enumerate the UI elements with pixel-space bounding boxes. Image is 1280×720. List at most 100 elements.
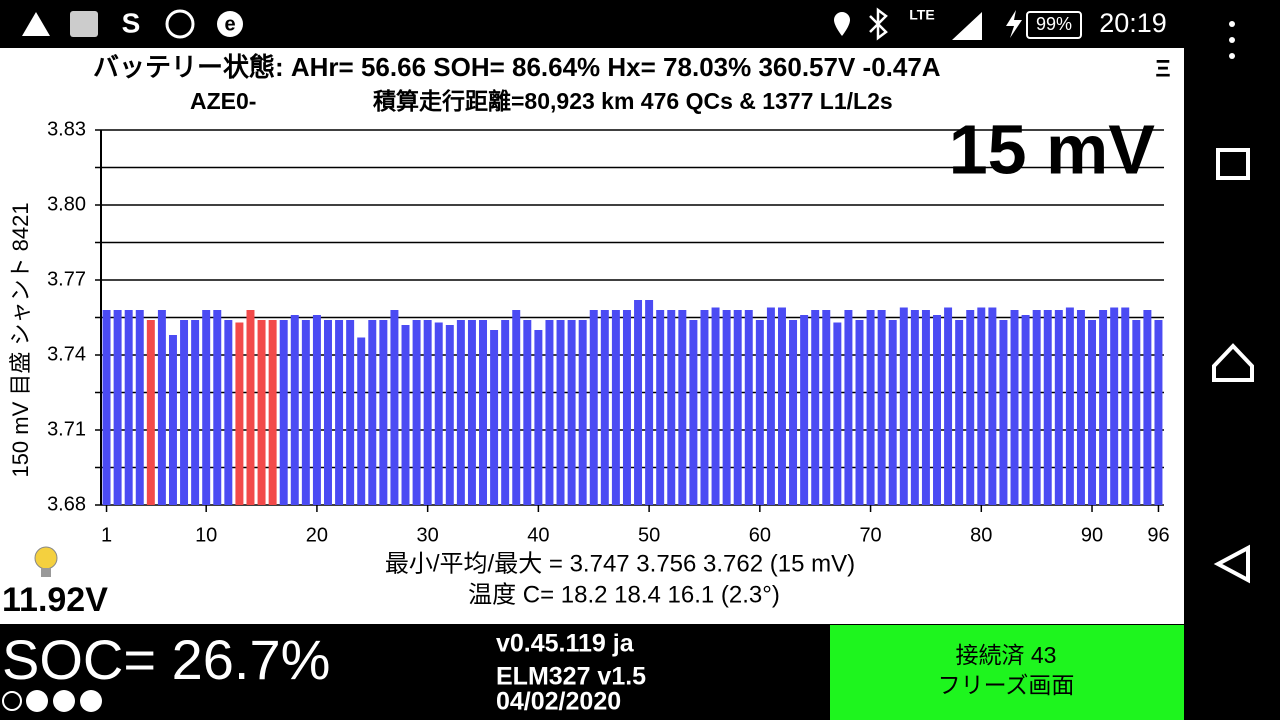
recents-button[interactable]: [1216, 148, 1250, 180]
bar: [512, 310, 521, 505]
model: AZE0-: [190, 88, 256, 114]
bar: [1121, 307, 1130, 505]
bar: [1032, 310, 1041, 505]
warning-icon: [22, 12, 50, 36]
bulb-glass: [34, 546, 58, 570]
bar: [944, 307, 953, 505]
bar: [722, 310, 731, 505]
bar: [877, 310, 886, 505]
bar: [744, 310, 753, 505]
adapter-version: ELM327 v1.5: [496, 663, 646, 691]
bar: [1143, 310, 1152, 505]
y-tick-label: 3.71: [47, 418, 86, 440]
bar: [988, 307, 997, 505]
dot: [53, 690, 75, 712]
bar: [279, 320, 288, 505]
y-axis-label: 150 mV 目盛 シャント 8421: [8, 202, 33, 477]
bar: [168, 335, 177, 505]
menu-button[interactable]: Ξ: [1155, 55, 1170, 82]
bar: [955, 320, 964, 505]
bar: [490, 330, 499, 505]
notification-icons: S: [22, 7, 1235, 59]
bar: [257, 320, 266, 505]
home-button[interactable]: [1212, 343, 1254, 382]
overflow-dot[interactable]: [1229, 53, 1235, 59]
connection-panel[interactable]: [830, 625, 1184, 720]
bar: [1099, 310, 1108, 505]
bar: [800, 315, 809, 505]
bar: [301, 320, 310, 505]
bar: [390, 310, 399, 505]
bar: [412, 320, 421, 505]
bulb-icon: [34, 546, 58, 577]
bar: [833, 322, 842, 505]
x-tick-label: 70: [859, 524, 881, 546]
bar: [113, 310, 122, 505]
location-icon: [834, 12, 850, 36]
bar: [645, 300, 654, 505]
dot: [2, 691, 22, 711]
bar: [567, 320, 576, 505]
bar: [157, 310, 166, 505]
bar: [966, 310, 975, 505]
bar: [667, 310, 676, 505]
app-version: v0.45.119 ja: [496, 630, 635, 658]
bar: [888, 320, 897, 505]
bar: [910, 310, 919, 505]
bar: [634, 300, 643, 505]
bar: [335, 320, 344, 505]
back-button[interactable]: [1213, 544, 1250, 584]
bar: [611, 310, 620, 505]
bar: [1132, 320, 1141, 505]
bar: [622, 310, 631, 505]
voltage-stats: 最小/平均/最大 = 3.747 3.756 3.762 (15 mV): [385, 550, 855, 577]
bar: [445, 325, 454, 505]
bar: [678, 310, 687, 505]
film-icon: [165, 9, 195, 39]
bar: [789, 320, 798, 505]
bar: [501, 320, 510, 505]
x-tick-label: 40: [527, 524, 549, 546]
x-tick-label: 20: [306, 524, 328, 546]
x-tick-label: 10: [195, 524, 217, 546]
bar: [246, 310, 255, 505]
battery-state: バッテリー状態: AHr= 56.66 SOH= 86.64% Hx= 78.0…: [93, 52, 941, 82]
bar: [689, 320, 698, 505]
charge-dots: [2, 690, 102, 712]
x-tick-label: 1: [101, 524, 112, 546]
y-tick-label: 3.68: [47, 493, 86, 515]
bar: [467, 320, 476, 505]
bluetooth-icon: [869, 7, 888, 41]
bar: [999, 320, 1008, 505]
y-tick-label: 3.80: [47, 193, 86, 215]
bar: [191, 320, 200, 505]
bar: [180, 320, 189, 505]
bar: [224, 320, 233, 505]
bar: [811, 310, 820, 505]
bar: [1010, 310, 1019, 505]
x-tick-label: 96: [1147, 524, 1169, 546]
bar: [268, 320, 277, 505]
bar: [1021, 315, 1030, 505]
temperature-stats: 温度 C= 18.2 18.4 16.1 (2.3°): [468, 581, 780, 608]
overflow-dot[interactable]: [1229, 21, 1235, 27]
app-icon: [70, 11, 98, 37]
bar: [146, 320, 155, 505]
y-tick-label: 3.74: [47, 343, 86, 365]
x-tick-label: 90: [1081, 524, 1103, 546]
clock: 20:19: [1099, 8, 1167, 38]
bar: [423, 320, 432, 505]
bar: [401, 325, 410, 505]
bar: [202, 310, 211, 505]
s-icon: S: [122, 7, 141, 38]
bar: [368, 320, 377, 505]
bar: [346, 320, 355, 505]
overflow-dot[interactable]: [1229, 37, 1235, 43]
date: 04/02/2020: [496, 688, 621, 716]
bar: [456, 320, 465, 505]
dot: [80, 690, 102, 712]
bar: [479, 320, 488, 505]
bar: [523, 320, 532, 505]
